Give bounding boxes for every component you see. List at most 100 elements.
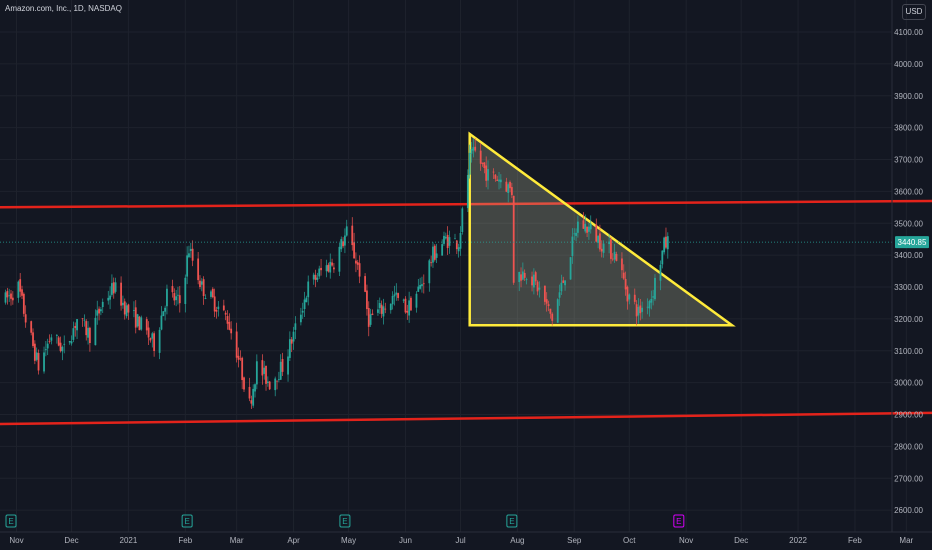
channel-upper-line[interactable] (0, 199, 932, 209)
candle-body (575, 232, 577, 236)
candle-body (85, 321, 88, 336)
candle-body (312, 274, 315, 280)
candle-body (48, 341, 51, 342)
candle-body (120, 282, 122, 306)
currency-button[interactable]: USD (902, 4, 926, 20)
candle-body (342, 241, 344, 247)
candle-body (299, 314, 302, 323)
price-tick-label: 2800.00 (894, 442, 923, 451)
candle-body (188, 253, 190, 258)
candle-body (59, 342, 62, 352)
candle-body (543, 285, 546, 302)
candle-body (457, 247, 460, 252)
candle-body (149, 338, 152, 341)
candle-body (158, 329, 161, 353)
candle-body (268, 381, 271, 390)
candle-body (166, 288, 168, 307)
earnings-marker[interactable]: E (181, 514, 193, 528)
candle-body (364, 276, 366, 292)
earnings-marker[interactable]: E (673, 514, 685, 528)
candle-body (226, 316, 229, 324)
candle-body (422, 283, 425, 285)
candle-body (43, 352, 45, 372)
candle-body (626, 286, 629, 302)
candle-body (173, 293, 176, 301)
candle-body (261, 360, 264, 376)
candle-body (610, 239, 612, 259)
time-tick-label: Jul (455, 536, 465, 545)
earnings-marker[interactable]: E (339, 514, 351, 528)
candle-body (248, 386, 251, 399)
candle-body (344, 235, 346, 246)
candle-body (76, 319, 78, 331)
candle-body (461, 208, 464, 232)
candle-body (171, 286, 174, 293)
candle-body (151, 333, 154, 339)
candle-body (661, 250, 664, 265)
time-tick-label: Mar (899, 536, 913, 545)
candle-body (35, 352, 38, 360)
candle-body (338, 246, 341, 272)
candle-body (74, 325, 77, 329)
candle-body (358, 263, 361, 277)
candle-body (252, 388, 255, 406)
candle-body (329, 261, 332, 273)
candle-body (435, 253, 438, 258)
candle-body (547, 304, 550, 306)
candle-body (274, 378, 277, 391)
candle-body (628, 294, 631, 300)
candle-body (608, 241, 611, 245)
candle-body (204, 298, 207, 299)
candle-body (101, 301, 104, 308)
channel-lower-line[interactable] (0, 411, 932, 426)
candle-body (659, 264, 662, 281)
candle-body (584, 223, 587, 232)
earnings-marker-box (181, 514, 193, 528)
candle-body (577, 221, 579, 233)
candle-body (215, 309, 218, 312)
time-tick-label: Dec (734, 536, 748, 545)
candle-body (46, 343, 49, 349)
time-tick-label: May (341, 536, 356, 545)
candle-body (210, 291, 212, 297)
candle-body (611, 258, 614, 260)
candle-body (621, 258, 623, 271)
candle-body (496, 179, 499, 181)
candle-body (650, 298, 653, 303)
candle-body (186, 255, 189, 277)
candle-body (571, 236, 574, 257)
candle-body (599, 233, 601, 250)
candle-body (224, 312, 227, 315)
candle-body (4, 292, 7, 303)
candle-body (494, 174, 497, 179)
price-axis[interactable]: 4100.00 4000.00 3900.00 3800.00 3700.00 3600.… (894, 28, 923, 515)
candle-body (389, 303, 392, 311)
candle-body (430, 262, 433, 264)
candle-body (114, 282, 117, 292)
candle-body (109, 295, 111, 300)
candle-body (380, 304, 383, 314)
candle-body (303, 299, 306, 310)
candle-body (96, 310, 99, 316)
candle-body (404, 298, 407, 313)
candle-body (213, 296, 216, 312)
earnings-marker[interactable]: E (506, 514, 518, 528)
earnings-marker[interactable]: E (5, 514, 17, 528)
earnings-marker-label: E (676, 517, 681, 526)
candle-body (492, 171, 495, 173)
candle-body (485, 165, 488, 181)
candle-body (37, 352, 40, 371)
candle-body (600, 248, 603, 252)
candle-body (202, 279, 205, 297)
time-tick-label: Sep (567, 536, 582, 545)
candle-body (441, 244, 444, 256)
time-tick-label: Nov (679, 536, 693, 545)
candle-body (582, 220, 585, 229)
channel-drawings[interactable] (0, 199, 932, 426)
time-axis[interactable]: Nov Dec 2021 Feb Mar Apr May Jun Jul Aug Sep Oct Nov… (9, 536, 913, 545)
candle-body (417, 286, 420, 292)
candle-body (8, 295, 11, 297)
candlestick-series (4, 138, 669, 409)
